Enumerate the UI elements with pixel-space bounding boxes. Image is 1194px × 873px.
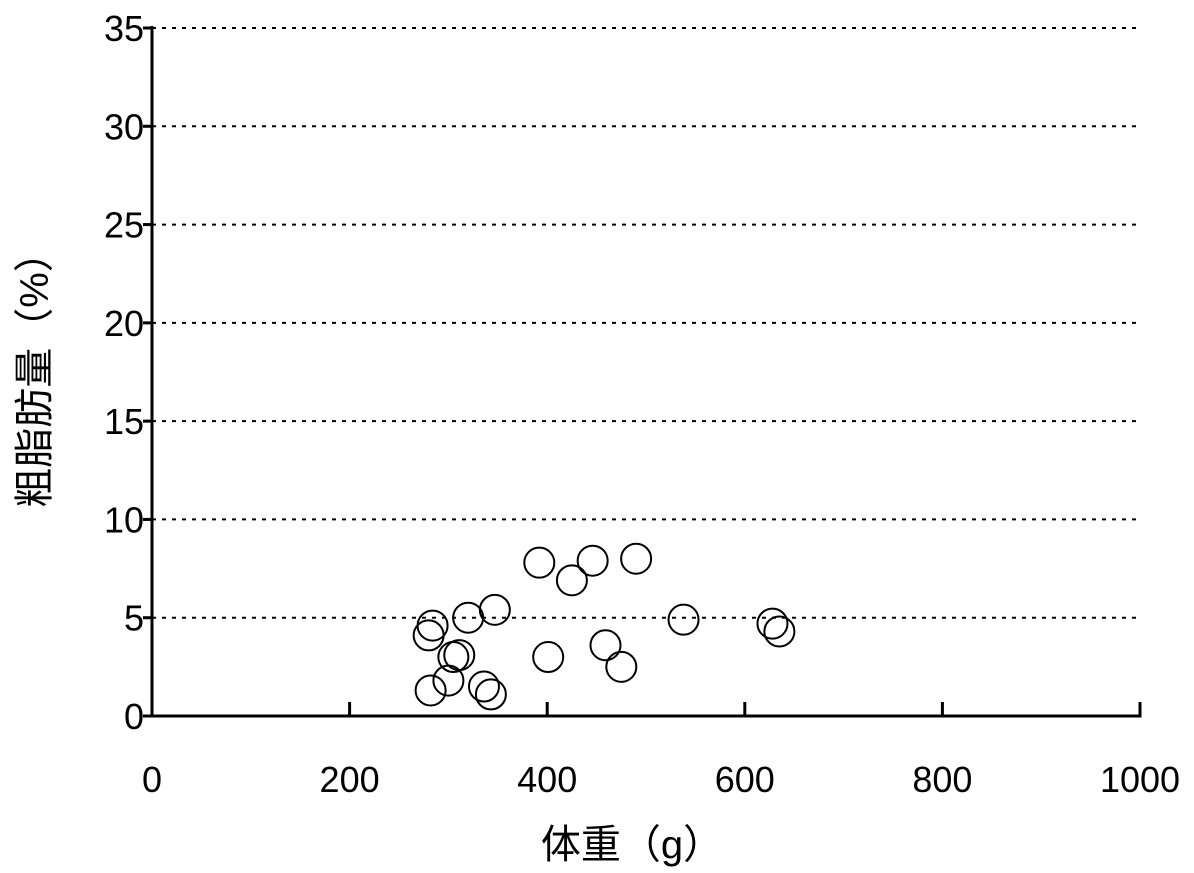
data-point-18 [667, 603, 700, 636]
x-tick-label-600: 600 [715, 759, 775, 800]
data-point-2 [416, 609, 449, 642]
data-point-14 [576, 544, 609, 577]
axis-layer [143, 26, 1142, 718]
y-tick-label-5: 5 [124, 598, 144, 639]
grid-layer [152, 27, 1140, 619]
y-tick-label-35: 35 [104, 8, 144, 49]
data-point-3 [414, 674, 447, 707]
data-point-12 [532, 641, 565, 674]
y-tick-label-20: 20 [104, 303, 144, 344]
point-layer [412, 542, 796, 711]
data-point-8 [467, 670, 500, 703]
data-point-19 [756, 607, 789, 640]
x-tick-label-0: 0 [142, 759, 162, 800]
data-point-11 [523, 546, 556, 579]
y-tick-label-25: 25 [104, 205, 144, 246]
data-point-15 [589, 629, 622, 662]
y-tick-label-30: 30 [104, 106, 144, 147]
x-tick-label-800: 800 [912, 759, 972, 800]
data-point-10 [478, 593, 511, 626]
x-tick-label-200: 200 [320, 759, 380, 800]
data-point-7 [452, 601, 485, 634]
x-tick-label-1000: 1000 [1100, 759, 1180, 800]
tick-label-layer: 0 5 10 15 20 25 30 35 0 200 400 600 800 1000 [104, 8, 1180, 800]
data-point-16 [605, 650, 638, 683]
data-point-9 [474, 678, 507, 711]
x-tick-label-400: 400 [517, 759, 577, 800]
data-point-20 [763, 615, 796, 648]
y-tick-label-0: 0 [124, 696, 144, 737]
data-point-13 [555, 564, 588, 597]
data-point-6 [443, 639, 476, 672]
x-axis-title: 体重（g） [541, 823, 723, 867]
y-tick-label-15: 15 [104, 401, 144, 442]
y-tick-label-10: 10 [104, 499, 144, 540]
data-point-5 [437, 641, 470, 674]
y-axis-title: 粗脂肪量（%） [13, 232, 57, 508]
data-point-17 [620, 542, 653, 575]
